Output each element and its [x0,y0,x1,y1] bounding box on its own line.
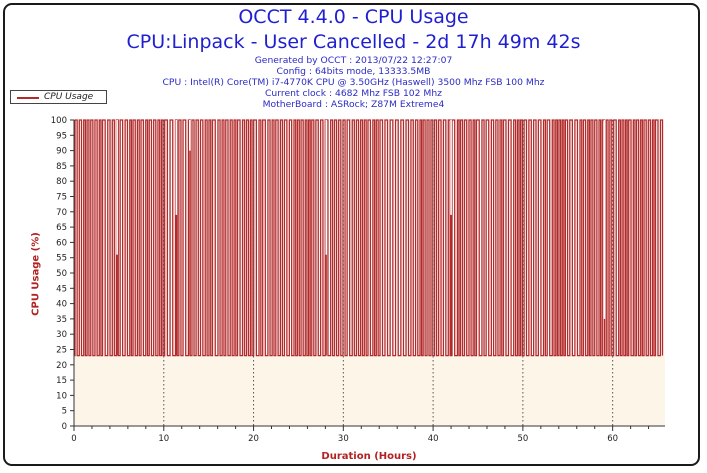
y-axis-label: CPU Usage (%) [30,232,42,316]
legend-entry: CPU Usage [44,92,94,102]
x-tick-label-30: 30 [338,434,349,444]
y-tick-label-75: 75 [56,193,67,203]
y-tick-label-15: 15 [56,376,67,386]
info-clock: Current clock : 4682 Mhz FSB 102 Mhz [265,88,442,99]
y-tick-label-45: 45 [56,284,67,294]
y-tick-label-85: 85 [56,162,67,172]
x-tick-label-10: 10 [158,434,169,444]
y-tick-label-55: 55 [56,254,67,264]
axes [73,120,665,427]
chart-legend: CPU Usage [10,90,107,104]
y-tick-label-65: 65 [56,223,67,233]
x-tick-label-40: 40 [428,434,439,444]
info-motherboard: MotherBoard : ASRock; Z87M Extreme4 [262,99,445,110]
y-tick-label-35: 35 [56,315,67,325]
y-tick-label-30: 30 [56,330,67,340]
y-tick-label-5: 5 [62,407,67,417]
series-line [74,119,664,357]
y-tick-label-90: 90 [56,147,67,157]
legend-swatch [17,97,39,99]
x-axis-ticks: 0 10 20 30 40 50 60 [71,426,650,444]
info-cpu: CPU : Intel(R) Core(TM) i7-4770K CPU @ 3… [162,77,545,88]
y-tick-label-60: 60 [56,238,67,248]
y-tick-label-40: 40 [56,300,67,310]
y-axis-ticks: 0 5 10 15 20 25 30 35 40 45 50 55 60 65 70 75 80 85 90 95 10… [51,116,74,432]
info-generated: Generated by OCCT : 2013/07/22 12:27:07 [254,55,453,66]
x-tick-label-50: 50 [517,434,528,444]
y-tick-label-70: 70 [56,208,67,218]
info-config: Config : 64bits mode, 13333.5MB [276,66,431,77]
series-cpu-usage [74,119,665,357]
y-tick-label-20: 20 [56,361,67,371]
chart-subtitle: CPU:Linpack - User Cancelled - 2d 17h 49… [126,31,581,53]
y-tick-label-10: 10 [56,391,67,401]
y-tick-label-95: 95 [56,131,67,141]
y-tick-label-0: 0 [62,422,67,432]
x-tick-label-0: 0 [71,434,76,444]
y-tick-label-80: 80 [56,177,67,187]
y-tick-label-25: 25 [56,346,67,356]
x-tick-label-60: 60 [607,434,618,444]
x-tick-label-20: 20 [248,434,259,444]
chart-title: OCCT 4.4.0 - CPU Usage [238,6,469,28]
y-tick-label-100: 100 [51,116,67,126]
x-axis-label: Duration (Hours) [321,451,417,462]
y-tick-label-50: 50 [56,269,67,279]
